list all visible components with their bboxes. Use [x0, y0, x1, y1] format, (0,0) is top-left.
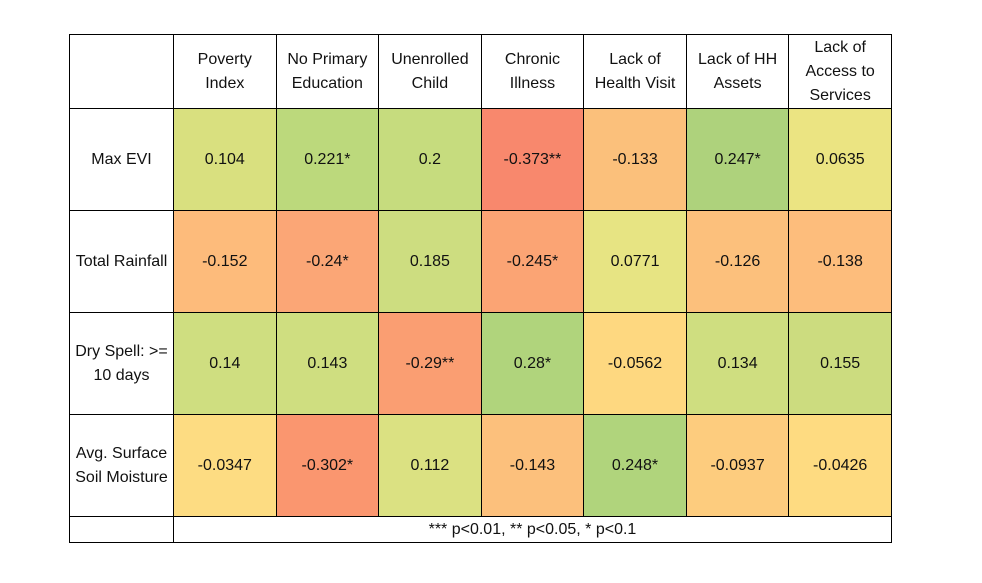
- row-label: Max EVI: [69, 108, 174, 211]
- correlation-cell: -0.126: [685, 210, 790, 313]
- correlation-cell: 0.2: [378, 108, 482, 211]
- column-header: Chronic Illness: [480, 34, 585, 109]
- table-row: Avg. Surface Soil Moisture -0.0347 -0.302*…: [69, 414, 892, 517]
- correlation-cell: -0.24*: [275, 210, 380, 313]
- correlation-cell: -0.29**: [378, 312, 482, 415]
- correlation-cell: -0.133: [583, 108, 687, 211]
- correlation-cell: 0.134: [685, 312, 790, 415]
- correlation-cell: 0.248*: [583, 414, 687, 517]
- correlation-cell: 0.0635: [788, 108, 892, 211]
- correlation-cell: -0.152: [173, 210, 277, 313]
- correlation-cell: 0.143: [275, 312, 380, 415]
- header-row: Poverty Index No Primary Education Unenr…: [69, 34, 892, 109]
- correlation-cell: 0.0771: [583, 210, 687, 313]
- table-body: Poverty Index No Primary Education Unenr…: [69, 34, 892, 543]
- correlation-cell: -0.0426: [788, 414, 892, 517]
- row-label: Total Rainfall: [69, 210, 174, 313]
- significance-footnote: *** p<0.01, ** p<0.05, * p<0.1: [173, 516, 892, 543]
- correlation-cell: -0.0562: [583, 312, 687, 415]
- row-label: Avg. Surface Soil Moisture: [69, 414, 174, 517]
- correlation-cell: -0.0347: [173, 414, 277, 517]
- correlation-cell: -0.302*: [275, 414, 380, 517]
- column-header: Lack of Access to Services: [788, 34, 892, 109]
- footnote-row: *** p<0.01, ** p<0.05, * p<0.1: [69, 516, 892, 543]
- row-label: Dry Spell: >= 10 days: [69, 312, 174, 415]
- correlation-cell: 0.247*: [685, 108, 790, 211]
- correlation-cell: 0.155: [788, 312, 892, 415]
- column-header: Poverty Index: [173, 34, 277, 109]
- correlation-cell: -0.373**: [480, 108, 585, 211]
- correlation-cell: 0.112: [378, 414, 482, 517]
- footnote-blank-cell: [69, 516, 174, 543]
- corner-cell: [69, 34, 174, 109]
- table-row: Dry Spell: >= 10 days 0.14 0.143 -0.29** 0.2…: [69, 312, 892, 415]
- column-header: Unenrolled Child: [378, 34, 482, 109]
- correlation-cell: 0.14: [173, 312, 277, 415]
- correlation-cell: -0.245*: [480, 210, 585, 313]
- correlation-cell: 0.104: [173, 108, 277, 211]
- column-header: Lack of Health Visit: [583, 34, 687, 109]
- column-header: No Primary Education: [275, 34, 380, 109]
- correlation-cell: -0.0937: [685, 414, 790, 517]
- correlation-cell: 0.28*: [480, 312, 585, 415]
- correlation-cell: -0.143: [480, 414, 585, 517]
- correlation-cell: -0.138: [788, 210, 892, 313]
- table-row: Total Rainfall -0.152 -0.24* 0.185 -0.245* 0.…: [69, 210, 892, 313]
- correlation-cell: 0.221*: [275, 108, 380, 211]
- table-row: Max EVI 0.104 0.221* 0.2 -0.373** -0.133 0.247…: [69, 108, 892, 211]
- column-header: Lack of HH Assets: [685, 34, 790, 109]
- correlation-table: Poverty Index No Primary Education Unenr…: [69, 34, 892, 543]
- correlation-cell: 0.185: [378, 210, 482, 313]
